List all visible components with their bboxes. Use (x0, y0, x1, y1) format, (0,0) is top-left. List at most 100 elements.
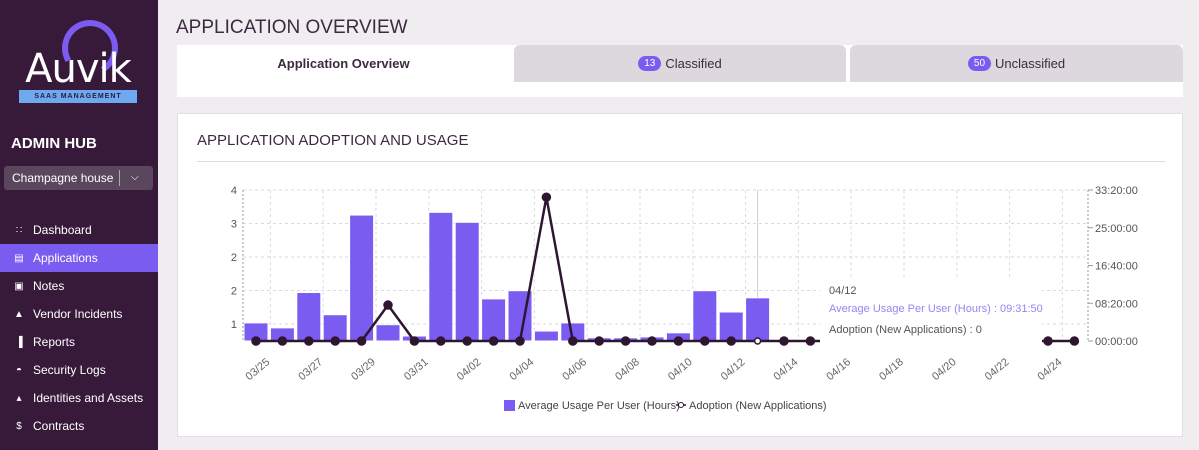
usage-bar (296, 292, 322, 342)
tooltip-box (820, 280, 1042, 346)
adoption-usage-card: APPLICATION ADOPTION AND USAGE (177, 113, 1183, 437)
tab-application-overview[interactable]: Application Overview (177, 45, 510, 82)
adoption-point (726, 336, 736, 346)
usage-bar (375, 324, 401, 342)
sidebar-item-label: Applications (33, 251, 98, 265)
sidebar-item-label: Dashboard (33, 223, 92, 237)
sidebar-item-label: Reports (33, 335, 76, 349)
usage-bar (349, 214, 375, 342)
adoption-point (304, 336, 314, 346)
legend-usage: Average Usage Per User (Hours) (518, 400, 680, 412)
tab-label: Application Overview (277, 56, 410, 71)
left-tick-label: 2 (231, 286, 237, 298)
apps-icon: ▤ (14, 252, 24, 264)
tooltip-date: 04/12 (829, 285, 857, 297)
tooltip-adoption: Adoption (New Applications) : 0 (829, 324, 982, 336)
sidebar-item-contracts[interactable]: $ Contracts (0, 412, 158, 440)
count-badge: 50 (967, 56, 992, 71)
sidebar-item-label: Contracts (33, 419, 85, 433)
legend-adoption: Adoption (New Applications) (689, 400, 827, 412)
grid-icon: ∷ (15, 224, 23, 236)
adoption-point (620, 336, 631, 346)
x-tick-label: 04/06 (560, 356, 589, 383)
sidebar-item-dashboard[interactable]: ∷ Dashboard (0, 216, 158, 244)
sidebar: Auvik SAAS MANAGEMENT ADMIN HUB Champagn… (0, 0, 158, 450)
page-title: APPLICATION OVERVIEW (176, 17, 408, 38)
sidebar-item-vendor-incidents[interactable]: ▲ Vendor Incidents (0, 300, 158, 328)
sidebar-item-identities-and-assets[interactable]: ▴ Identities and Assets (0, 384, 158, 412)
tab-label: Classified (665, 56, 722, 71)
adoption-point (1043, 336, 1053, 346)
right-tick-label: 33:20:00 (1095, 185, 1138, 197)
tab-bar: Application Overview 13 Classified 50 Uncl… (177, 45, 1183, 97)
right-tick-label: 08:20:00 (1095, 298, 1138, 310)
tab-unclassified[interactable]: 50 Unclassified (850, 45, 1183, 82)
x-tick-label: 04/02 (455, 356, 484, 383)
left-tick-label: 1 (231, 319, 237, 331)
logo-tagline: SAAS MANAGEMENT (19, 90, 137, 103)
warning-icon: ▲ (14, 308, 24, 320)
sidebar-item-label: Notes (33, 279, 65, 293)
tab-label: Unclassified (995, 56, 1066, 71)
divider (197, 161, 1165, 162)
x-tick-label: 04/16 (824, 356, 853, 383)
adoption-point (277, 336, 288, 346)
usage-bar (533, 330, 559, 342)
admin-hub-heading: ADMIN HUB (11, 135, 97, 152)
x-tick-label: 04/24 (1036, 356, 1065, 383)
x-tick-label: 04/22 (983, 356, 1012, 383)
adoption-point (436, 336, 446, 346)
legend-bar-swatch (504, 400, 515, 411)
chevron-down-icon[interactable]: ⌵ (131, 172, 139, 183)
x-tick-label: 03/29 (349, 356, 378, 383)
sidebar-item-applications[interactable]: ▤ Applications (0, 244, 158, 272)
adoption-point (779, 336, 789, 346)
usage-bar (481, 298, 507, 342)
x-tick-label: 04/10 (666, 356, 695, 383)
adoption-point (462, 336, 472, 346)
logo-word: Auvik (25, 46, 132, 92)
divider (119, 170, 120, 186)
adoption-point (356, 336, 367, 346)
x-tick-label: 04/14 (772, 356, 801, 383)
legend-line-marker (678, 402, 684, 408)
sidebar-item-security-logs[interactable]: ◓ Security Logs (0, 356, 158, 384)
x-tick-label: 04/12 (719, 356, 748, 383)
sidebar-item-reports[interactable]: ▐ Reports (0, 328, 158, 356)
x-tick-label: 03/25 (244, 356, 273, 383)
notes-icon: ▣ (14, 280, 24, 292)
left-tick-label: 4 (231, 185, 237, 197)
adoption-point (700, 336, 710, 346)
x-tick-label: 03/27 (296, 356, 325, 383)
adoption-point (753, 337, 762, 345)
adoption-point (1069, 336, 1080, 346)
adoption-point (515, 336, 525, 346)
x-tick-label: 04/18 (877, 356, 906, 383)
left-tick-label: 2 (231, 252, 237, 264)
usage-bar (322, 314, 348, 342)
usage-bar (745, 297, 771, 342)
org-selector[interactable]: Champagne house ⌵ (4, 166, 153, 190)
x-tick-label: 04/04 (508, 356, 537, 383)
adoption-point (251, 336, 261, 346)
adoption-point (409, 336, 420, 346)
x-tick-label: 04/20 (930, 356, 959, 383)
sidebar-item-label: Security Logs (33, 363, 106, 377)
sidebar-item-label: Vendor Incidents (33, 307, 123, 321)
adoption-point (647, 336, 657, 346)
adoption-point (541, 192, 552, 202)
user-icon: ▴ (16, 392, 22, 404)
adoption-point (805, 336, 816, 346)
sidebar-item-notes[interactable]: ▣ Notes (0, 272, 158, 300)
adoption-point (330, 336, 340, 346)
auvik-logo[interactable]: Auvik SAAS MANAGEMENT (18, 13, 138, 105)
right-tick-label: 25:00:00 (1095, 223, 1138, 235)
usage-bar (428, 211, 454, 342)
dollar-icon: $ (16, 420, 22, 432)
org-name: Champagne house (12, 171, 114, 185)
shield-icon: ◓ (15, 364, 23, 376)
bar-chart-icon: ▐ (15, 336, 23, 348)
right-tick-label: 00:00:00 (1095, 336, 1138, 348)
tab-classified[interactable]: 13 Classified (514, 45, 846, 82)
